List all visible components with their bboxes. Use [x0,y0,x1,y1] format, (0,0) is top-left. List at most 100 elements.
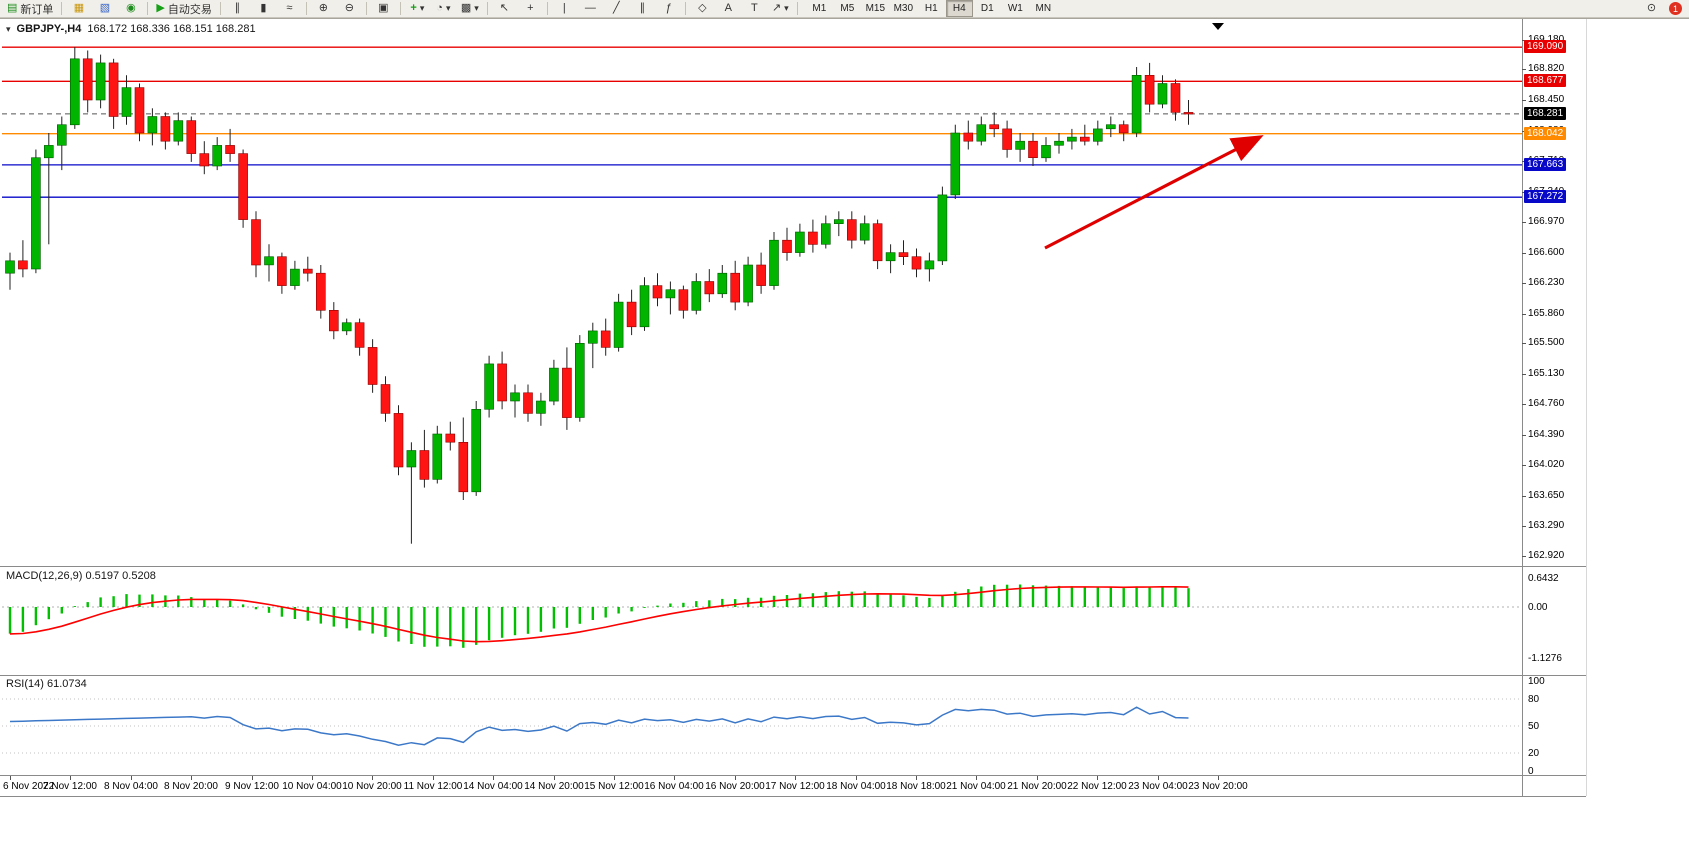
candle [820,223,831,245]
auto-trading-button[interactable]: ▶ 自动交易 [152,0,215,18]
chart-window-frame [0,18,1689,797]
horizontal-line-icon: — [584,2,596,14]
candle [536,400,546,414]
price-axis-tick [1522,556,1526,557]
indicator-axis-label: 100 [1528,676,1545,687]
candle [1054,140,1064,146]
candle [562,367,572,418]
notification-badge[interactable]: 1 [1669,2,1682,15]
toolbar-separator [399,2,401,15]
price-axis-tick [1522,100,1526,101]
timeframe-button-w1[interactable]: W1 [1007,3,1023,14]
chart-symbol-period: GBPJPY-,H4 [16,23,82,35]
time-axis-tick [1097,776,1098,780]
level-price-badge: 167.663 [1524,158,1567,171]
fibonacci-tool-button[interactable]: ƒ [656,0,681,18]
sounds-button[interactable]: ◉ [118,0,143,18]
indicators-button[interactable]: + ▾ [405,0,430,18]
price-axis-label: 166.230 [1528,277,1565,288]
cursor-tool-button[interactable]: ↖ [492,0,517,18]
candle [277,256,287,286]
panel-divider[interactable] [0,566,1586,567]
candle [756,264,766,286]
macd-panel[interactable] [2,568,1522,674]
panel-divider[interactable] [0,675,1586,676]
chevron-down-icon: ▾ [474,3,479,13]
candle [1106,124,1116,130]
timeframe-button-m30[interactable]: M30 [893,3,914,14]
price-axis-label: 162.920 [1528,550,1565,561]
zoom-out-button[interactable]: ⊖ [337,0,362,18]
candle [173,120,184,142]
candle [989,124,1000,130]
horizontal-line-tool-button[interactable]: — [578,0,603,18]
rsi-indicator-header: RSI(14) 61.0734 [6,678,87,690]
templates-button[interactable]: ▩ ▾ [457,0,483,18]
trendline-icon: ╱ [613,2,620,14]
line-chart-button[interactable]: ≈ [277,0,302,18]
time-axis-tick [735,776,736,780]
clock-icon: ◔ [436,2,443,14]
vertical-line-tool-button[interactable]: | [552,0,577,18]
candle [1002,128,1012,150]
price-axis-label: 164.760 [1528,398,1565,409]
candle [251,219,261,266]
timeframe-button-m15[interactable]: M15 [865,3,886,14]
candlestick-chart-button[interactable]: ▮ [251,0,276,18]
price-axis-tick [1522,526,1526,527]
time-axis-tick [674,776,675,780]
price-axis-label: 169.180 [1528,34,1564,45]
search-button[interactable]: ⊙ [1639,0,1664,18]
bar-chart-button[interactable]: ∥ [225,0,250,18]
timeframe-button-m1[interactable]: M1 [812,3,827,14]
candle [419,450,430,480]
price-axis-label: 165.130 [1528,368,1565,379]
crosshair-tool-button[interactable]: + [518,0,543,18]
time-axis-label: 14 Nov 20:00 [524,781,584,792]
trend-arrow-annotation[interactable] [1044,135,1264,250]
timeframe-button-h4[interactable]: H4 [945,0,973,17]
candle [665,289,676,299]
price-chart[interactable] [2,20,1522,566]
candle [406,450,417,468]
timeframe-button-d1[interactable]: D1 [980,3,994,14]
candle [1028,140,1038,158]
time-axis-label: 16 Nov 04:00 [644,781,704,792]
periods-button[interactable]: ◔ ▾ [431,0,456,18]
tile-windows-button[interactable]: ▣ [371,0,396,18]
candle [587,330,598,344]
new-order-button[interactable]: ▤ 新订单 [3,0,57,18]
candle [911,256,922,270]
profiles-button[interactable]: ▧ [92,0,117,18]
text-tool-button[interactable]: A [716,0,741,18]
timeframe-button-mn[interactable]: MN [1035,3,1052,14]
chart-shift-marker[interactable] [1212,23,1224,30]
candle [1183,112,1194,115]
timeframe-button-m5[interactable]: M5 [840,3,855,14]
new-chart-button[interactable]: ▦ [66,0,91,18]
candle [328,309,339,332]
arrows-tool-button[interactable]: ↗ ▾ [768,0,793,18]
time-axis-label: 10 Nov 20:00 [342,781,402,792]
time-axis-label: 17 Nov 12:00 [765,781,825,792]
candle [1157,83,1168,105]
timeframe-button-h1[interactable]: H1 [924,3,938,14]
time-axis-label: 8 Nov 04:00 [104,781,158,792]
macd-signal-line [9,585,1189,643]
price-axis-label: 163.650 [1528,490,1565,501]
price-axis-tick [1522,374,1526,375]
quick-trade-chevron-icon[interactable]: ▾ [6,23,11,34]
time-axis-label: 23 Nov 20:00 [1188,781,1248,792]
rsi-panel[interactable] [2,677,1522,774]
candle [380,384,391,414]
arrow-tool-icon: ↗ [771,2,782,14]
label-tool-button[interactable]: T [742,0,767,18]
price-axis-label: 165.500 [1528,337,1565,348]
time-axis-tick [191,776,192,780]
trendline-tool-button[interactable]: ╱ [604,0,629,18]
zoom-in-button[interactable]: ⊕ [311,0,336,18]
shapes-tool-button[interactable]: ◇ [690,0,715,18]
channel-tool-button[interactable]: ∥ [630,0,655,18]
label-icon: T [750,2,758,14]
candle [108,62,119,117]
